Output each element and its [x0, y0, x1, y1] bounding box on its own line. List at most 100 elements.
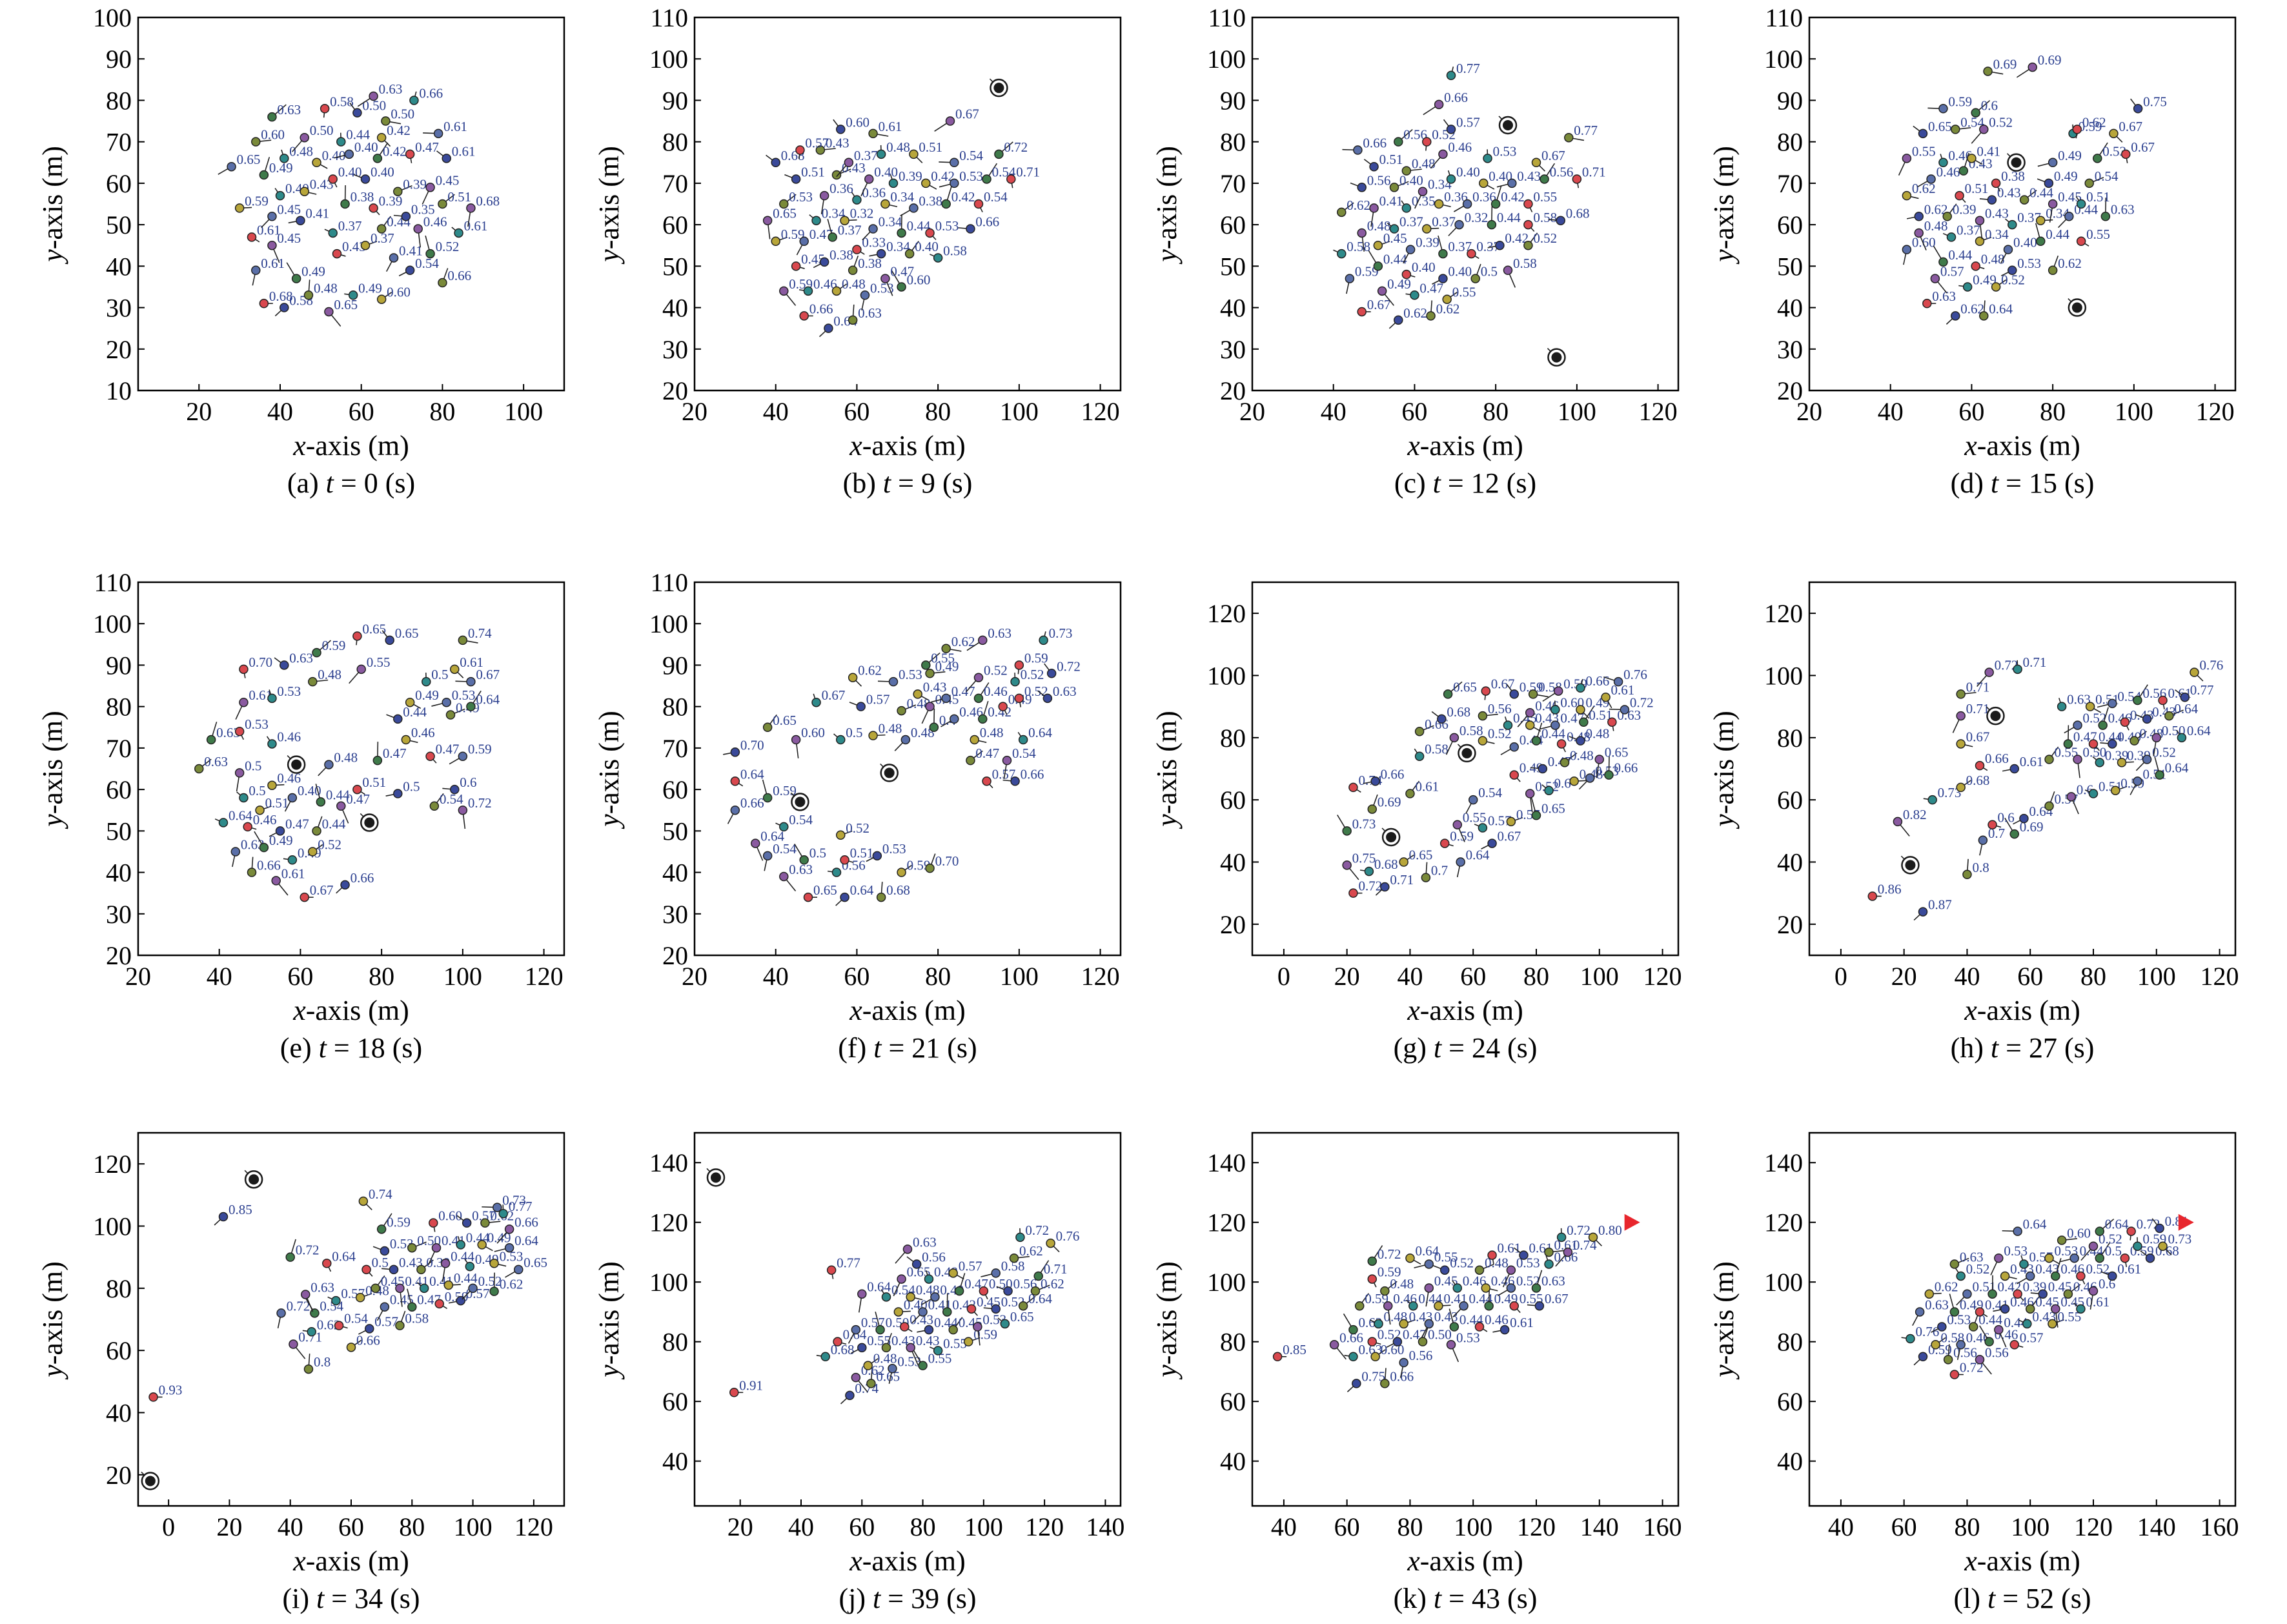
- agent-point: [1357, 307, 1367, 317]
- y-tick-label: 20: [662, 376, 688, 405]
- agent-value-label: 0.64: [1989, 301, 2013, 316]
- agent-value-label: 0.47: [383, 746, 407, 761]
- agent-point: [897, 228, 906, 238]
- agent-point: [360, 240, 371, 250]
- agent-point: [1042, 693, 1053, 704]
- agent-value-label: 0.62: [858, 663, 882, 678]
- agent-point: [2098, 720, 2108, 730]
- y-axis-label-var: y: [37, 249, 68, 265]
- subplot-caption: (e) t = 18 (s): [280, 1032, 422, 1064]
- y-tick-label: 80: [1777, 724, 1803, 753]
- agent-point: [1373, 261, 1383, 271]
- agent-value-label: 0.32: [1465, 210, 1489, 225]
- agent-value-label: 0.40: [915, 239, 939, 254]
- subplot-caption: (j) t = 39 (s): [839, 1583, 976, 1614]
- agent-value-label: 0.50: [1428, 1327, 1452, 1343]
- agent-value-label: 0.85: [229, 1202, 252, 1217]
- agent-point: [407, 1243, 417, 1253]
- agent-value-label: 0.63: [1932, 289, 1956, 304]
- agent-value-label: 0.66: [975, 214, 999, 230]
- agent-point: [945, 116, 955, 126]
- agent-point: [1424, 1259, 1434, 1269]
- agent-point: [982, 776, 991, 786]
- agent-point: [1946, 232, 1957, 242]
- agent-point: [1951, 311, 1960, 321]
- y-axis-label-var: y: [1708, 814, 1740, 829]
- agent-point: [227, 161, 236, 172]
- agent-point: [1046, 1238, 1055, 1248]
- y-tick-label: 110: [650, 568, 688, 597]
- agent-value-label: 0.68: [476, 193, 500, 208]
- agent-value-label: 0.41: [305, 206, 329, 221]
- agent-point: [381, 116, 391, 126]
- agent-value-label: 0.44: [326, 787, 350, 802]
- y-tick-label: 60: [106, 775, 132, 804]
- agent-point: [380, 1302, 390, 1312]
- agent-point: [2155, 1223, 2164, 1233]
- agent-value-label: 0.37: [838, 222, 862, 238]
- agent-point: [1408, 1301, 1418, 1311]
- agent-point: [941, 644, 951, 654]
- agent-value-label: 0.67: [310, 882, 334, 898]
- agent-value-label: 0.52: [2152, 745, 2176, 760]
- y-axis-label-var: y: [593, 1365, 625, 1380]
- x-tick-label: 0: [1277, 962, 1290, 991]
- agent-point: [1478, 823, 1488, 833]
- agent-point: [902, 1244, 913, 1254]
- agent-value-label: 0.48: [334, 750, 358, 766]
- agent-point: [1342, 826, 1352, 836]
- agent-point: [848, 673, 858, 682]
- agent-point: [1991, 178, 2001, 188]
- y-tick-label: 120: [649, 1208, 688, 1237]
- agent-point: [1348, 888, 1358, 898]
- x-tick-label: 40: [1828, 1512, 1854, 1541]
- y-axis-label-var: y: [1708, 249, 1740, 265]
- agent-point: [2120, 717, 2130, 727]
- agent-point: [811, 216, 821, 225]
- agent-point: [1014, 693, 1024, 704]
- agent-value-label: 0.67: [822, 687, 846, 703]
- agent-value-label: 0.75: [2143, 94, 2167, 109]
- agent-value-label: 0.56: [1367, 172, 1391, 188]
- agent-point: [1357, 183, 1367, 192]
- agent-value-label: 0.37: [1957, 222, 1980, 238]
- agent-point: [900, 1322, 910, 1332]
- agent-point: [888, 676, 899, 687]
- y-axis-label: y-axis (m): [1151, 711, 1183, 829]
- agent-point: [2151, 733, 2162, 743]
- agent-value-label: 0.66: [419, 85, 443, 101]
- agent-point: [419, 1283, 429, 1294]
- agent-point: [1490, 199, 1501, 209]
- x-tick-label: 60: [1401, 397, 1427, 426]
- agent-point: [259, 298, 269, 309]
- agent-value-label: 0.52: [1989, 114, 2013, 130]
- caption-prefix: (e): [280, 1032, 319, 1064]
- x-tick-label: 20: [1891, 962, 1917, 991]
- agent-point: [2009, 829, 2020, 839]
- agent-point: [239, 697, 249, 707]
- agent-value-label: 0.64: [2174, 701, 2198, 716]
- x-tick-label: 80: [429, 397, 455, 426]
- x-tick-label: 60: [1958, 397, 1984, 426]
- agent-point: [881, 1292, 891, 1302]
- agent-point: [1438, 149, 1448, 159]
- agent-point: [376, 294, 387, 304]
- agent-value-label: 0.53: [452, 687, 476, 703]
- agent-point: [1374, 1319, 1383, 1329]
- caption-time-var: t: [1434, 1032, 1443, 1064]
- x-axis-label: x-axis (m): [1407, 1545, 1523, 1577]
- agent-value-label: 0.59: [1948, 94, 1972, 109]
- agent-value-label: 0.64: [2105, 1217, 2129, 1232]
- agent-value-label: 0.65: [813, 882, 837, 898]
- agent-point: [799, 311, 809, 321]
- agent-point: [1449, 1322, 1459, 1332]
- agent-point: [973, 1322, 982, 1332]
- agent-point: [815, 145, 826, 155]
- agent-point: [840, 855, 849, 865]
- agent-point: [888, 178, 899, 188]
- agent-point: [1922, 298, 1932, 309]
- agent-point: [429, 801, 440, 811]
